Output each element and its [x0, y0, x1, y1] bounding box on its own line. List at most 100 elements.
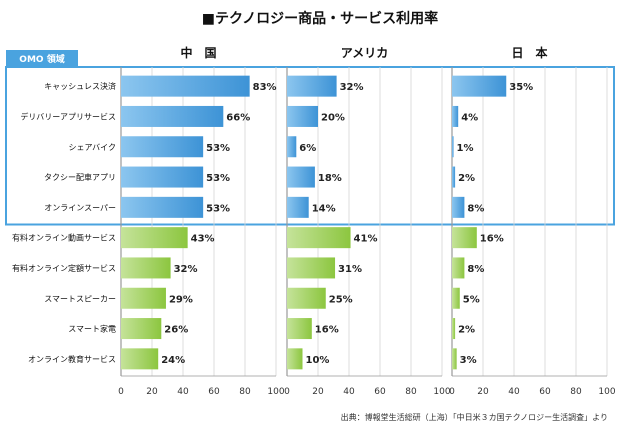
- bar: [287, 227, 351, 249]
- category-label: オンライン教育サービス: [28, 354, 116, 364]
- data-label: 41%: [354, 234, 378, 245]
- chart-title: ■テクノロジー商品・サービス利用率: [202, 10, 438, 27]
- bar: [452, 348, 457, 370]
- data-label: 4%: [461, 112, 478, 123]
- x-tick-label: 80: [405, 387, 417, 397]
- data-label: 31%: [338, 264, 362, 275]
- bar: [121, 166, 204, 188]
- data-label: 6%: [299, 143, 316, 154]
- bar: [121, 257, 171, 279]
- chart-panels: 中 国 0 20 40 60 80 100 83% 66% 53% 53% 53% 43% 32% 29% 2…: [118, 45, 616, 397]
- data-label: 43%: [191, 234, 215, 245]
- x-tick-label: 40: [177, 387, 189, 397]
- panel-2: 日 本 0 20 40 60 80 100 35% 4% 1% 2% 8% 16% 8% 5% 2% 3%: [449, 45, 616, 397]
- data-label: 8%: [467, 264, 484, 275]
- bar: [121, 287, 166, 309]
- data-label: 10%: [306, 355, 330, 366]
- bar: [287, 196, 309, 218]
- bar: [287, 75, 337, 97]
- omo-frame-border: [5, 66, 615, 226]
- data-label: 29%: [169, 294, 193, 305]
- x-tick-label: 0: [118, 387, 124, 397]
- omo-tag: [6, 50, 78, 67]
- category-label: オンラインスーパー: [44, 203, 116, 212]
- data-label: 5%: [463, 294, 480, 305]
- bar: [287, 136, 297, 158]
- data-label: 35%: [509, 82, 533, 93]
- data-label: 2%: [458, 173, 475, 184]
- panel-title: 日 本: [511, 45, 547, 60]
- source-note: 出典：博報堂生活総研（上海）「中日米３カ国テクノロジー生活調査」より: [341, 412, 608, 422]
- data-label: 20%: [321, 112, 345, 123]
- data-label: 1%: [457, 143, 474, 154]
- data-label: 24%: [161, 355, 185, 366]
- data-label: 83%: [253, 82, 277, 93]
- bar: [287, 348, 303, 370]
- x-tick-label: 0: [284, 387, 290, 397]
- bar: [287, 257, 336, 279]
- category-label: スマートスピーカー: [44, 294, 116, 303]
- data-label: 32%: [340, 82, 364, 93]
- x-tick-label: 60: [208, 387, 220, 397]
- x-tick-label: 80: [570, 387, 582, 397]
- bar: [452, 75, 507, 97]
- data-label: 53%: [206, 173, 230, 184]
- data-label: 3%: [460, 355, 477, 366]
- panel-1: アメリカ 0 20 40 60 80 100 32% 20% 6% 18% 14% 41% 31% 25% 1…: [284, 46, 451, 397]
- category-label: デリバリーアプリサービス: [20, 111, 116, 121]
- bar: [121, 75, 250, 97]
- panel-0: 中 国 0 20 40 60 80 100 83% 66% 53% 53% 53% 43% 32% 29% 2…: [118, 45, 285, 397]
- bar: [121, 105, 224, 127]
- data-label: 53%: [206, 143, 230, 154]
- category-label: タクシー配車アプリ: [44, 172, 116, 182]
- data-label: 16%: [480, 234, 504, 245]
- data-label: 16%: [315, 325, 339, 336]
- data-label: 32%: [174, 264, 198, 275]
- x-tick-label: 80: [239, 387, 251, 397]
- x-tick-label: 40: [343, 387, 355, 397]
- bar: [452, 105, 459, 127]
- x-tick-label: 20: [312, 387, 324, 397]
- x-tick-label: 100: [598, 387, 615, 397]
- bar: [452, 227, 477, 249]
- category-label: 有料オンライン動画サービス: [12, 233, 116, 243]
- x-tick-label: 40: [508, 387, 520, 397]
- x-tick-label: 60: [539, 387, 551, 397]
- category-label: スマート家電: [68, 324, 116, 334]
- category-label: キャッシュレス決済: [44, 81, 116, 91]
- bar: [287, 318, 312, 340]
- x-tick-label: 60: [374, 387, 386, 397]
- bar: [287, 105, 318, 127]
- panel-title: 中 国: [180, 45, 216, 60]
- data-label: 25%: [329, 294, 353, 305]
- bar: [452, 196, 465, 218]
- x-tick-label: 100: [267, 387, 284, 397]
- x-tick-label: 0: [449, 387, 455, 397]
- bar: [452, 136, 454, 158]
- category-label: シェアバイク: [68, 143, 116, 152]
- data-label: 2%: [458, 325, 475, 336]
- data-label: 8%: [467, 203, 484, 214]
- category-labels: キャッシュレス決済デリバリーアプリサービスシェアバイクタクシー配車アプリオンライ…: [12, 81, 116, 364]
- data-label: 66%: [226, 112, 250, 123]
- bar: [121, 348, 159, 370]
- bar: [452, 166, 456, 188]
- bar: [452, 287, 460, 309]
- bar: [121, 136, 204, 158]
- data-label: 26%: [164, 325, 188, 336]
- bar: [121, 196, 204, 218]
- bar: [121, 227, 188, 249]
- bar: [452, 318, 456, 340]
- data-label: 14%: [312, 203, 336, 214]
- bar: [287, 166, 315, 188]
- bar: [287, 287, 326, 309]
- panel-title: アメリカ: [341, 46, 388, 60]
- x-tick-label: 20: [146, 387, 158, 397]
- data-label: 18%: [318, 173, 342, 184]
- omo-frame: OMO 領域: [5, 50, 615, 226]
- bar: [121, 318, 162, 340]
- data-label: 53%: [206, 203, 230, 214]
- bar: [452, 257, 465, 279]
